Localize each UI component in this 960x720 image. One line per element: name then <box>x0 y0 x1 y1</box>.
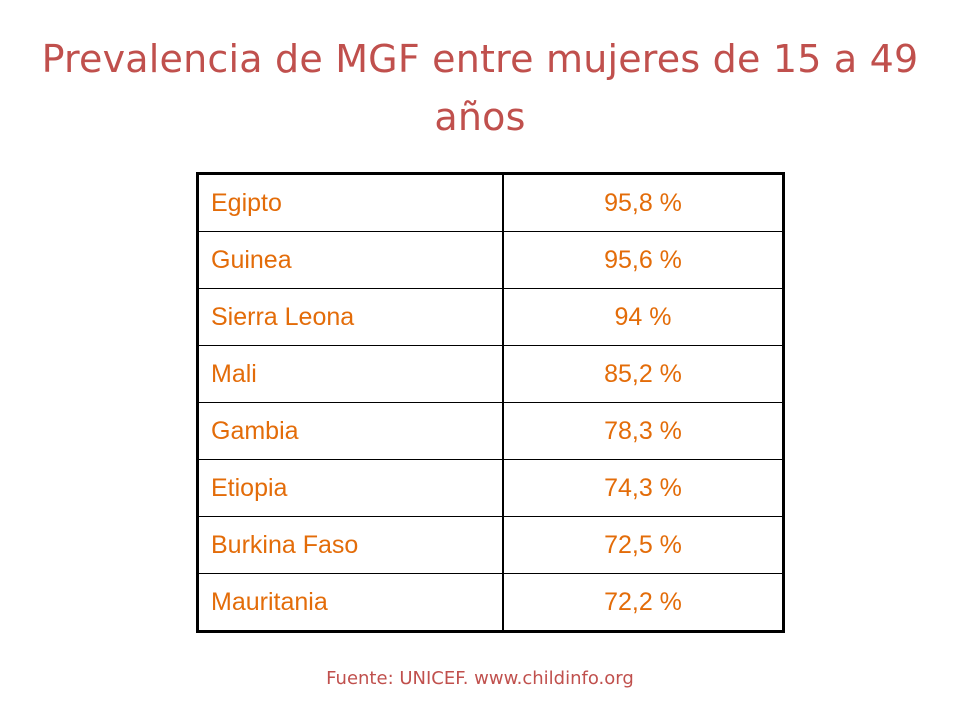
table-row: Burkina Faso 72,5 % <box>197 516 784 574</box>
country-cell: Gambia <box>197 402 504 460</box>
table-row: Mauritania 72,2 % <box>197 573 784 632</box>
country-cell: Mauritania <box>197 573 504 632</box>
country-cell: Guinea <box>197 231 504 289</box>
table-row: Etiopia 74,3 % <box>197 459 784 517</box>
table-row: Guinea 95,6 % <box>197 231 784 289</box>
table-row: Mali 85,2 % <box>197 345 784 403</box>
value-cell: 95,6 % <box>502 231 784 289</box>
country-cell: Egipto <box>197 173 504 232</box>
country-cell: Sierra Leona <box>197 288 504 346</box>
value-cell: 94 % <box>502 288 784 346</box>
country-cell: Burkina Faso <box>197 516 504 574</box>
value-cell: 72,2 % <box>502 573 784 632</box>
table-row: Egipto 95,8 % <box>197 173 784 232</box>
source-note: Fuente: UNICEF. www.childinfo.org <box>326 668 634 689</box>
slide-title: Prevalencia de MGF entre mujeres de 15 a… <box>41 37 919 139</box>
value-cell: 95,8 % <box>502 173 784 232</box>
table-row: Sierra Leona 94 % <box>197 288 784 346</box>
value-cell: 85,2 % <box>502 345 784 403</box>
table-row: Gambia 78,3 % <box>197 402 784 460</box>
value-cell: 72,5 % <box>502 516 784 574</box>
country-cell: Mali <box>197 345 504 403</box>
value-cell: 78,3 % <box>502 402 784 460</box>
country-cell: Etiopia <box>197 459 504 517</box>
value-cell: 74,3 % <box>502 459 784 517</box>
prevalence-table: Egipto 95,8 % Guinea 95,6 % Sierra Leona… <box>196 172 785 633</box>
